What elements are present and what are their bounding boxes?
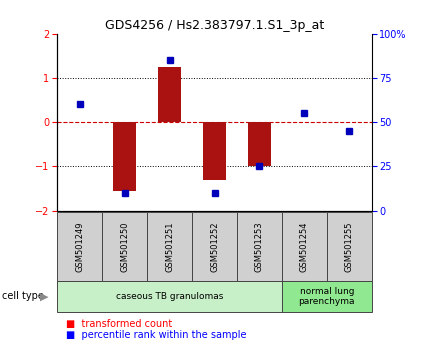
Text: ■  transformed count: ■ transformed count [66,319,172,329]
Text: cell type: cell type [2,291,44,302]
Text: caseous TB granulomas: caseous TB granulomas [116,292,223,301]
Text: normal lung
parenchyma: normal lung parenchyma [299,287,355,306]
Text: GSM501251: GSM501251 [165,222,174,272]
Bar [114,122,136,191]
Bar [158,67,181,122]
Text: ■  percentile rank within the sample: ■ percentile rank within the sample [66,330,246,339]
Text: GSM501254: GSM501254 [300,222,309,272]
Text: GSM501253: GSM501253 [255,222,264,272]
Text: GSM501252: GSM501252 [210,222,219,272]
Bar [203,122,226,180]
Text: GSM501249: GSM501249 [75,222,84,272]
Title: GDS4256 / Hs2.383797.1.S1_3p_at: GDS4256 / Hs2.383797.1.S1_3p_at [105,19,324,33]
Text: ▶: ▶ [40,291,48,302]
Text: GSM501250: GSM501250 [120,222,129,272]
Text: GSM501255: GSM501255 [345,222,354,272]
Bar [248,122,271,166]
